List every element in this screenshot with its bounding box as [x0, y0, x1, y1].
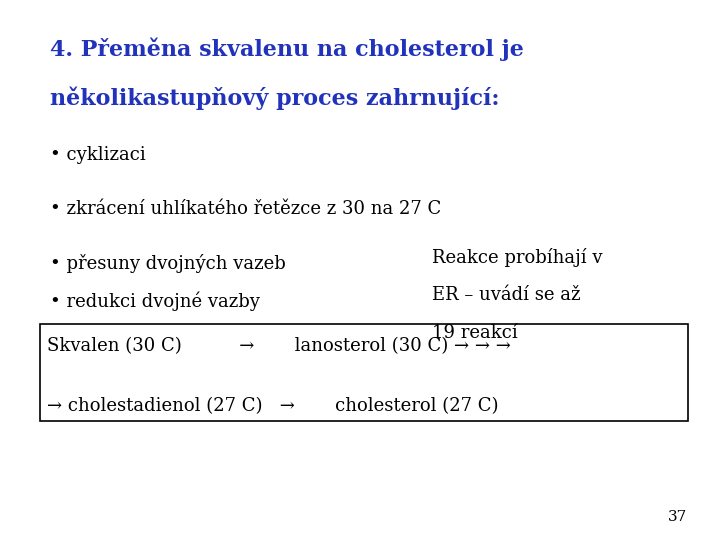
Text: 4. Přeměna skvalenu na cholesterol je: 4. Přeměna skvalenu na cholesterol je [50, 38, 524, 62]
Text: Skvalen (30 C)          →       lanosterol (30 C) → → →: Skvalen (30 C) → lanosterol (30 C) → → → [47, 338, 510, 355]
Text: 19 reakcí: 19 reakcí [432, 324, 518, 342]
Text: několikastupňový proces zahrnující:: několikastupňový proces zahrnující: [50, 86, 500, 110]
Text: • cyklizaci: • cyklizaci [50, 146, 146, 164]
Text: • zkrácení uhlíkatého řetězce z 30 na 27 C: • zkrácení uhlíkatého řetězce z 30 na 27… [50, 200, 441, 218]
Text: Reakce probíhají v: Reakce probíhají v [432, 248, 603, 267]
Text: ER – uvádí se až: ER – uvádí se až [432, 286, 580, 304]
Text: 37: 37 [668, 510, 688, 524]
Text: → cholestadienol (27 C)   →       cholesterol (27 C): → cholestadienol (27 C) → cholesterol (2… [47, 397, 498, 415]
Text: • redukci dvojné vazby: • redukci dvojné vazby [50, 292, 260, 311]
Text: • přesuny dvojných vazeb: • přesuny dvojných vazeb [50, 254, 286, 273]
Bar [40, 324, 688, 421]
